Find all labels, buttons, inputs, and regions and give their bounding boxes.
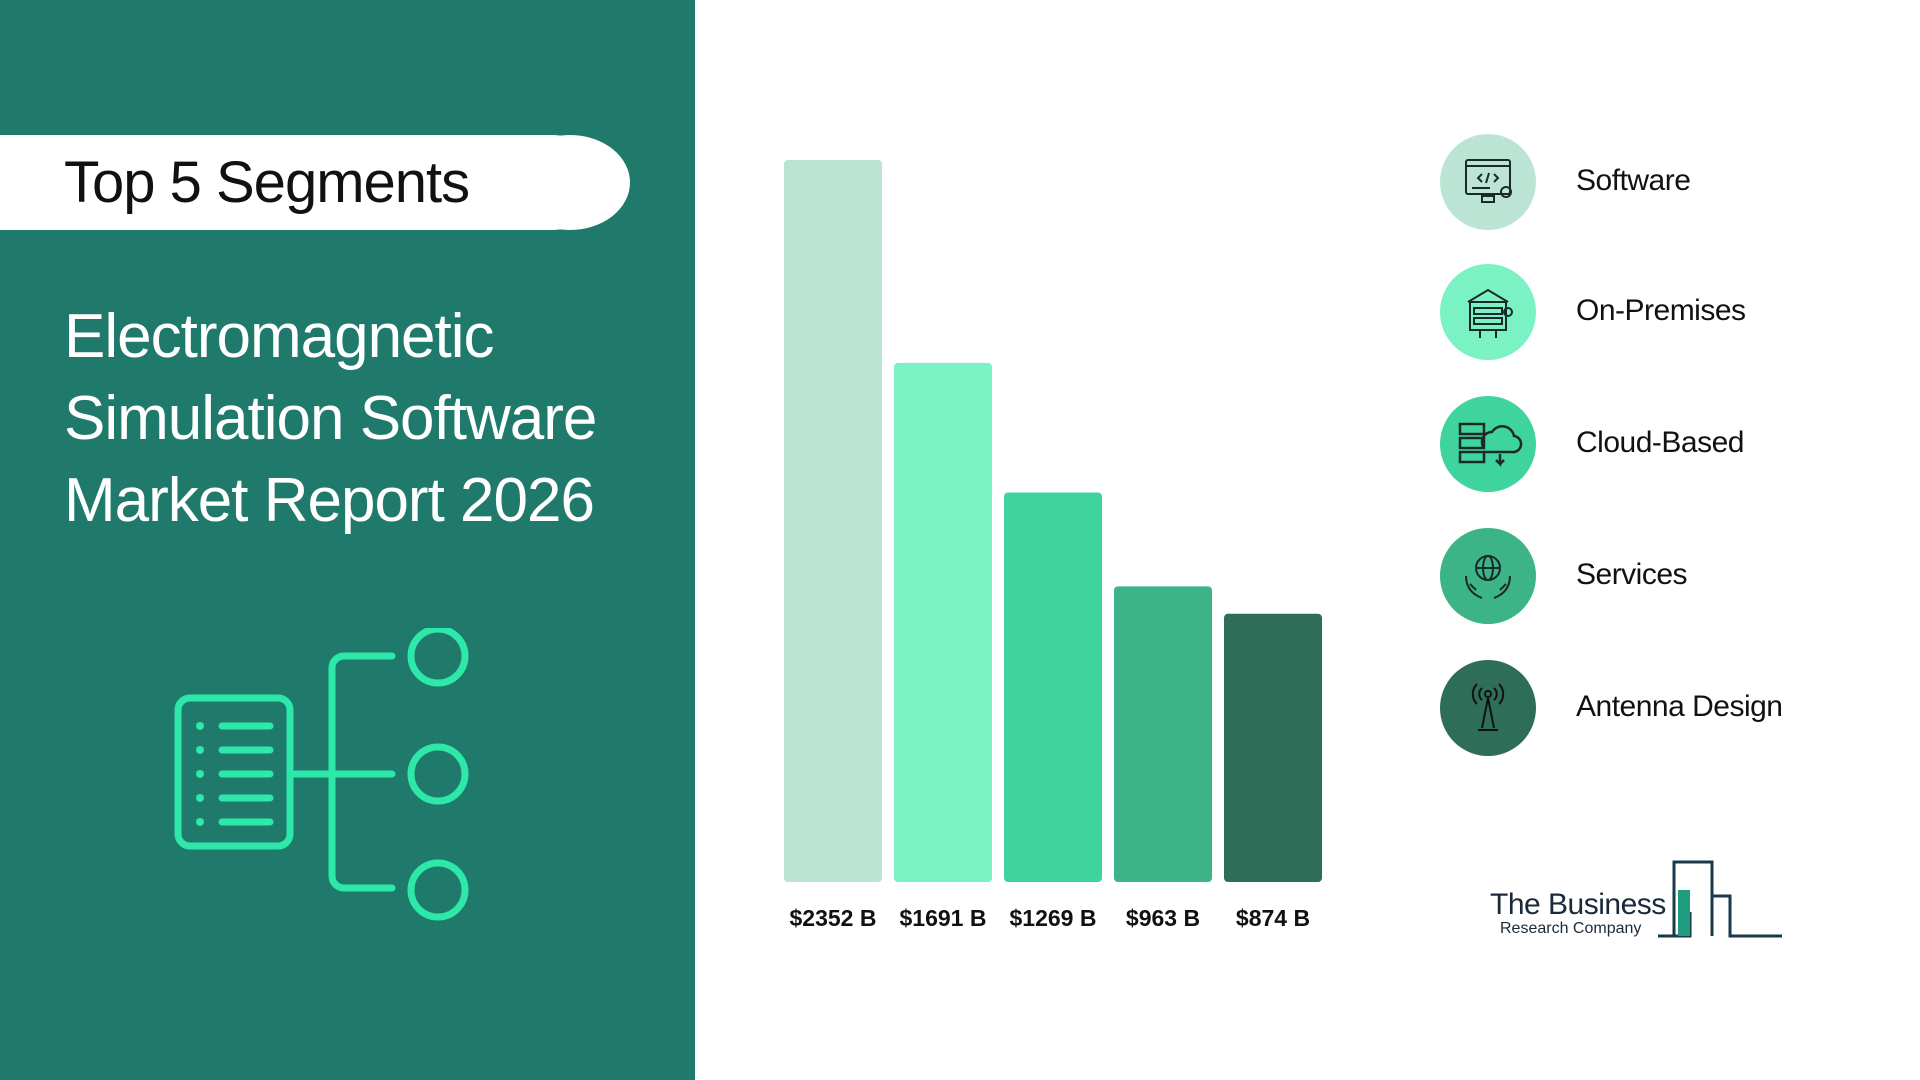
legend-item-on-premises: On-Premises: [1440, 264, 1860, 360]
bar-services: [1114, 586, 1212, 882]
server-building-icon: [1440, 264, 1536, 360]
bar-value-label: $1269 B: [1010, 905, 1097, 931]
cloud-server-icon: [1440, 396, 1536, 492]
bar-chart: $2352 B $1691 B $1269 B $963 B $874 B: [784, 160, 1322, 931]
logo-bars-icon: [1658, 860, 1782, 938]
legend-item-cloud-based: Cloud-Based: [1440, 396, 1860, 492]
bar-value-label: $874 B: [1236, 905, 1310, 931]
computer-code-icon: [1440, 134, 1536, 230]
bar-value-label: $963 B: [1126, 905, 1200, 931]
bar-value-label: $1691 B: [900, 905, 987, 931]
report-title-line-1: Electromagnetic: [64, 302, 495, 371]
antenna-icon: [1440, 660, 1536, 756]
legend-label: Cloud-Based: [1576, 426, 1744, 459]
legend-label: On-Premises: [1576, 294, 1746, 327]
legend-label: Services: [1576, 558, 1688, 591]
logo-line-2: Research Company: [1500, 920, 1642, 937]
legend-label: Software: [1576, 164, 1691, 197]
report-title-line-3: Market Report 2026: [64, 466, 595, 535]
hands-globe-icon: [1440, 528, 1536, 624]
report-title: Electromagnetic Simulation Software Mark…: [64, 296, 664, 542]
bar-software: [784, 160, 882, 882]
pill-label: Top 5 Segments: [64, 150, 470, 215]
logo-line-1: The Business: [1490, 888, 1666, 921]
segments-pill: [0, 135, 630, 230]
hierarchy-icon: [174, 628, 469, 921]
bar-cloud-based: [1004, 492, 1102, 882]
legend-item-services: Services: [1440, 528, 1860, 624]
bar-antenna-design: [1224, 613, 1322, 882]
legend-item-software: Software: [1440, 134, 1860, 230]
legend-item-antenna-design: Antenna Design: [1440, 660, 1860, 756]
bar-value-label: $2352 B: [790, 905, 877, 931]
legend-label: Antenna Design: [1576, 690, 1783, 723]
bar-on-premises: [894, 362, 992, 882]
company-logo: The Business Research Company: [1490, 850, 1790, 950]
report-title-line-2: Simulation Software: [64, 384, 597, 453]
